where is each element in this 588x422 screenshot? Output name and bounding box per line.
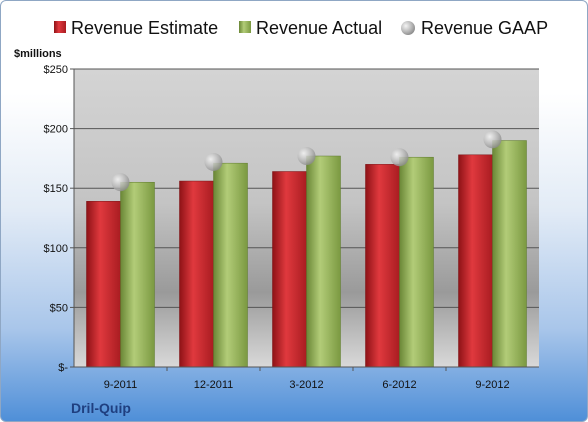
legend-item-revenue-actual: Revenue Actual	[239, 18, 382, 38]
bar-revenue-estimate	[179, 180, 214, 368]
bar-revenue-estimate	[86, 201, 121, 368]
y-axis-unit-label: $millions	[14, 48, 62, 60]
bar-revenue-estimate	[365, 164, 400, 368]
marker-revenue-gaap	[204, 152, 223, 171]
bar-revenue-actual	[213, 162, 248, 368]
legend: Revenue Estimate Revenue Actual Revenue …	[54, 18, 548, 38]
y-tick-label: $-	[58, 362, 68, 374]
bars	[86, 140, 527, 368]
legend-item-revenue-estimate: Revenue Estimate	[54, 18, 218, 38]
legend-label-revenue-actual: Revenue Actual	[256, 18, 382, 38]
x-axis-ticks: 9-2011 12-2011 3-2012 6-2012 9-2012	[104, 367, 510, 391]
bar-revenue-estimate	[272, 171, 307, 368]
bar-revenue-actual	[120, 181, 155, 368]
company-name: Dril-Quip	[71, 400, 131, 416]
marker-revenue-gaap	[297, 147, 316, 166]
legend-swatch-revenue-actual	[239, 21, 251, 33]
marker-revenue-gaap	[111, 173, 130, 192]
bar-revenue-actual	[492, 140, 527, 368]
legend-swatch-revenue-gaap	[401, 21, 415, 35]
y-tick-label: $100	[44, 243, 68, 255]
y-tick-label: $200	[44, 124, 68, 136]
x-tick-label: 9-2011	[104, 379, 137, 391]
legend-swatch-revenue-estimate	[54, 21, 66, 33]
legend-item-revenue-gaap: Revenue GAAP	[401, 18, 548, 38]
legend-label-revenue-gaap: Revenue GAAP	[421, 18, 548, 38]
y-tick-label: $50	[50, 302, 68, 314]
y-tick-label: $250	[44, 64, 68, 76]
x-tick-label: 6-2012	[382, 379, 416, 391]
x-tick-label: 9-2012	[475, 379, 509, 391]
x-tick-label: 12-2011	[194, 379, 234, 391]
bar-revenue-actual	[399, 156, 434, 368]
y-tick-label: $150	[44, 183, 68, 195]
bar-revenue-actual	[306, 155, 341, 368]
legend-label-revenue-estimate: Revenue Estimate	[71, 18, 218, 38]
marker-revenue-gaap	[390, 148, 409, 167]
marker-revenue-gaap	[483, 130, 502, 149]
x-tick-label: 3-2012	[289, 379, 323, 391]
y-axis-ticks: $- $50 $100 $150 $200 $250	[44, 64, 74, 374]
gaap-markers	[111, 130, 502, 192]
bar-revenue-estimate	[458, 154, 493, 368]
